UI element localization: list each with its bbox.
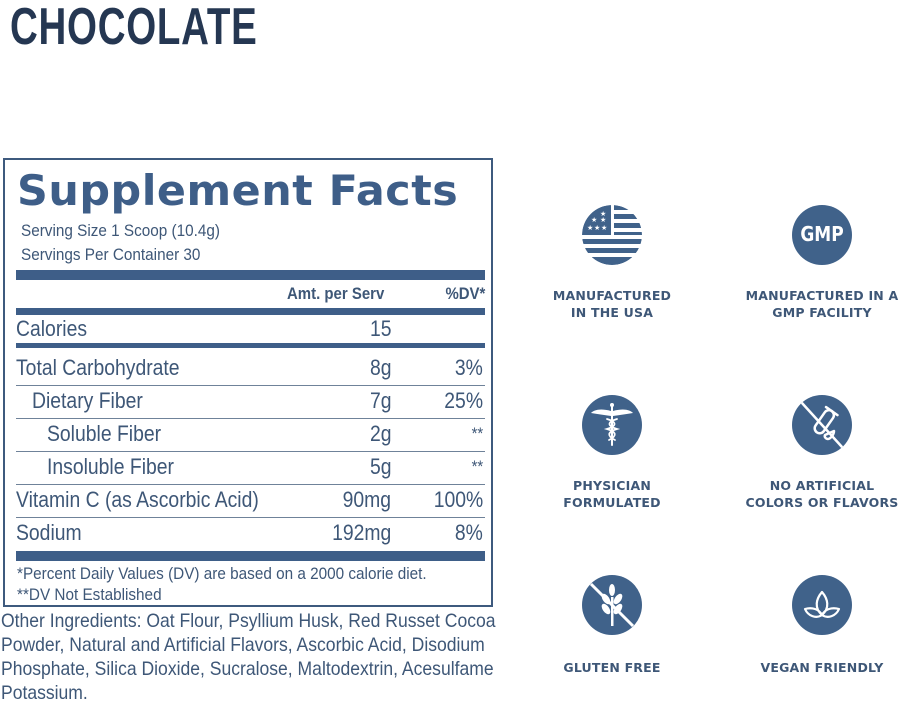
no-artificial-icon bbox=[792, 395, 852, 455]
nutrient-dv: 100% bbox=[433, 487, 483, 512]
nutrient-label: Calories bbox=[16, 316, 88, 341]
table-row: Dietary Fiber 7g 25% bbox=[16, 386, 485, 416]
gluten-free-icon bbox=[582, 575, 642, 635]
table-row: Total Carbohydrate 8g 3% bbox=[16, 353, 485, 383]
badge-caption: VEGAN FRIENDLY bbox=[760, 660, 884, 675]
usa-flag-icon: ★ ★ ★ ★ ★ ★ bbox=[582, 205, 642, 265]
vegan-leaf-icon bbox=[792, 575, 852, 635]
other-ingredients: Other Ingredients: Oat Flour, Psyllium H… bbox=[1, 610, 496, 704]
flavor-title: CHOCOLATE bbox=[10, 0, 258, 56]
table-row: Vitamin C (as Ascorbic Acid) 90mg 100% bbox=[16, 485, 485, 515]
nutrient-amount: 15 bbox=[369, 316, 391, 341]
row-divider bbox=[16, 385, 485, 386]
column-dv-header: %DV* bbox=[445, 284, 485, 303]
nutrient-amount: 90mg bbox=[342, 487, 391, 512]
nutrient-amount: 8g bbox=[369, 355, 391, 380]
table-row: Calories 15 bbox=[16, 314, 485, 344]
caduceus-icon bbox=[582, 395, 642, 455]
panel-title: Supplement Facts bbox=[17, 166, 459, 215]
svg-text:★: ★ bbox=[601, 224, 607, 232]
supplement-facts-panel: Supplement Facts Serving Size 1 Scoop (1… bbox=[3, 158, 493, 607]
badge-no-artificial: NO ARTIFICIAL COLORS OR FLAVORS bbox=[722, 395, 900, 511]
thick-divider bbox=[16, 551, 485, 561]
footnote-not-established: **DV Not Established bbox=[17, 585, 162, 604]
badge-caption: MANUFACTURED IN A GMP FACILITY bbox=[745, 288, 899, 320]
nutrient-dv: 8% bbox=[455, 520, 483, 545]
column-amount-header: Amt. per Serv bbox=[287, 284, 385, 303]
gmp-icon: GMP bbox=[792, 205, 852, 265]
nutrient-label: Total Carbohydrate bbox=[16, 355, 180, 380]
row-divider bbox=[16, 451, 485, 452]
nutrient-amount: 7g bbox=[369, 388, 391, 413]
nutrient-dv: ** bbox=[471, 424, 483, 443]
nutrient-dv: 3% bbox=[455, 355, 483, 380]
nutrient-label: Dietary Fiber bbox=[32, 388, 143, 413]
table-row: Sodium 192mg 8% bbox=[16, 518, 485, 548]
table-row: Soluble Fiber 2g ** bbox=[16, 419, 485, 449]
svg-text:★: ★ bbox=[594, 224, 600, 232]
row-divider bbox=[16, 484, 485, 485]
badge-caption: NO ARTIFICIAL COLORS OR FLAVORS bbox=[745, 478, 899, 510]
badge-made-in-usa: ★ ★ ★ ★ ★ ★ MANUFACTURED IN THE USA bbox=[512, 205, 712, 321]
badge-vegan-friendly: VEGAN FRIENDLY bbox=[722, 575, 900, 676]
badge-caption: PHYSICIAN FORMULATED bbox=[563, 478, 661, 510]
thick-divider bbox=[16, 270, 485, 280]
nutrient-label: Soluble Fiber bbox=[47, 421, 162, 446]
svg-text:★: ★ bbox=[587, 224, 593, 232]
svg-text:★: ★ bbox=[600, 216, 606, 224]
footnote-dv: *Percent Daily Values (DV) are based on … bbox=[17, 564, 427, 583]
svg-text:★: ★ bbox=[600, 210, 606, 218]
row-divider bbox=[16, 418, 485, 419]
medium-divider bbox=[16, 343, 485, 348]
nutrient-amount: 2g bbox=[369, 421, 391, 446]
badge-caption: GLUTEN FREE bbox=[563, 660, 661, 675]
nutrient-amount: 192mg bbox=[331, 520, 391, 545]
row-divider bbox=[16, 517, 485, 518]
nutrient-label: Vitamin C (as Ascorbic Acid) bbox=[16, 487, 259, 512]
badge-gmp: GMP MANUFACTURED IN A GMP FACILITY bbox=[722, 205, 900, 321]
nutrient-dv: 25% bbox=[444, 388, 483, 413]
svg-text:★: ★ bbox=[591, 216, 597, 224]
nutrient-label: Sodium bbox=[16, 520, 82, 545]
servings-per-container: Servings Per Container 30 bbox=[21, 245, 201, 264]
badge-caption: MANUFACTURED IN THE USA bbox=[552, 288, 672, 320]
nutrient-dv: ** bbox=[471, 457, 483, 476]
table-row: Insoluble Fiber 5g ** bbox=[16, 452, 485, 482]
badge-gluten-free: GLUTEN FREE bbox=[512, 575, 712, 676]
badge-physician-formulated: PHYSICIAN FORMULATED bbox=[512, 395, 712, 511]
thick-divider bbox=[16, 308, 485, 315]
nutrient-amount: 5g bbox=[369, 454, 391, 479]
nutrient-label: Insoluble Fiber bbox=[47, 454, 174, 479]
serving-size: Serving Size 1 Scoop (10.4g) bbox=[21, 221, 221, 240]
